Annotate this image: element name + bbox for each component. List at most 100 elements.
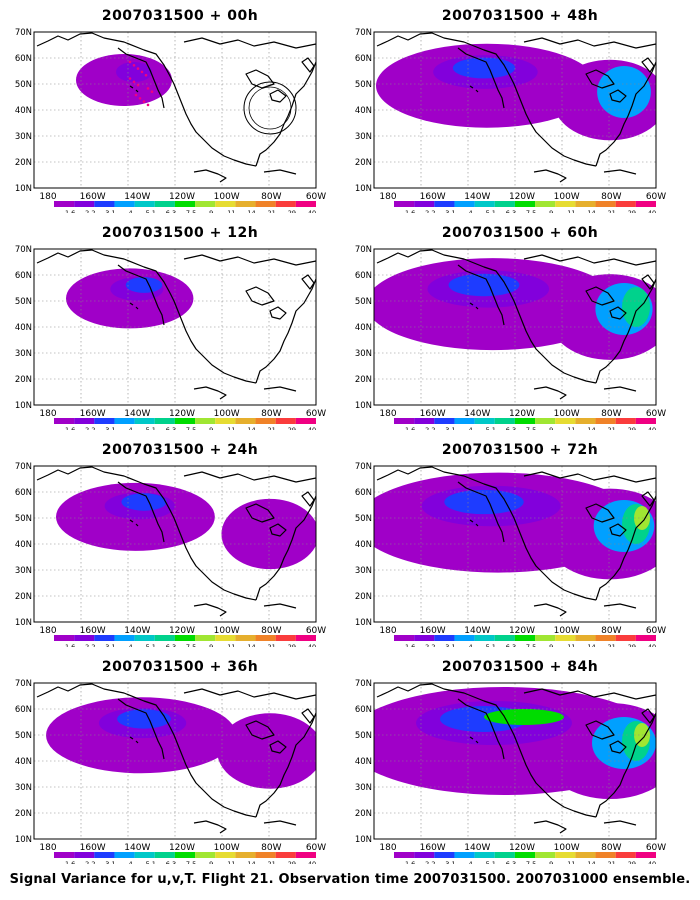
colorbar-label: 3.1 [105,426,115,430]
colorbar-swatch [615,635,636,641]
map-24h: 70N 60N 50N 40N 30N 20N 10N 180 160W 140W 120W 100W… [15,462,326,647]
map-plot: 70N 60N 50N 40N 30N 20N 10N 180 160W 140W 120W 100W… [15,245,326,430]
colorbar-swatch [575,201,596,207]
colorbar-swatch [74,635,95,641]
coastline [376,466,597,601]
lon-label: 80W [261,192,281,202]
colorbar-label: 2.2 [85,209,95,213]
lat-label: 40N [355,757,372,767]
colorbar-swatch [94,201,115,207]
lat-label: 70N [15,462,32,472]
colorbar-swatch [154,635,175,641]
colorbar-label: 1.6 [65,209,75,213]
coastline [609,740,627,754]
colorbar-label: 4 [129,209,133,213]
colorbar-swatch [114,635,135,641]
colorbar-label: 2.2 [85,426,95,430]
lat-label: 10N [15,618,32,628]
colorbar-label: 5.1 [486,643,496,647]
colorbar-swatch [514,852,536,858]
map-plot: 70N 60N 50N 40N 30N 20N 10N 180 160W 140W 120W 100W… [355,679,666,864]
coastline [457,47,505,109]
map-60h: 70N 60N 50N 40N 30N 20N 10N 180 160W 140W 120W 100W… [355,245,666,430]
coastline [523,37,657,49]
colorbar-label: 21 [608,209,616,213]
coastline [376,683,597,818]
lon-label: 80W [261,626,281,636]
observation-dot [138,97,142,100]
panel-title: 2007031500 + 48h [441,8,599,24]
colorbar-label: 21 [268,209,276,213]
coastline [255,712,317,818]
lon-label: 160W [80,843,106,853]
colorbar-label: 7.5 [186,426,196,430]
lat-label: 20N [355,375,372,385]
coastline [263,820,297,826]
coastline [603,169,637,175]
variance-shade [125,277,163,293]
map-48h: 70N 60N 50N 40N 30N 20N 10N 180 160W 140W 120W 100W… [355,28,666,213]
colorbar-swatch [154,201,175,207]
coastline [245,720,275,740]
lon-label: 80W [261,409,281,419]
coastline [595,495,657,601]
lat-label: 70N [15,679,32,689]
variance-shade [484,709,564,725]
observation-dot [134,93,138,97]
colorbar-label: 11 [567,426,575,430]
coastline [269,523,287,537]
lon-label: 180 [39,843,56,853]
colorbar-swatch [275,635,296,641]
colorbar-label: 3.1 [445,860,455,864]
colorbar-swatch [394,418,415,424]
lat-label: 40N [355,323,372,333]
colorbar-swatch [174,418,196,424]
colorbar-label: 11 [567,643,575,647]
lat-label: 50N [15,297,32,307]
lon-label: 60W [306,192,326,202]
lat-label: 20N [355,809,372,819]
lat-label: 10N [15,401,32,411]
lat-label: 50N [355,80,372,90]
colorbar-label: 40 [648,860,656,864]
lat-label: 30N [355,132,372,142]
lon-label: 100W [214,192,240,202]
colorbar-swatch [74,201,95,207]
coastline [609,306,627,320]
observation-dot [146,87,150,90]
colorbar-swatch [74,418,95,424]
map-plot: 70N 60N 50N 40N 30N 20N 10N 180 160W 140W 120W 100W… [355,245,666,430]
colorbar-swatch [414,852,435,858]
lat-label: 60N [355,705,372,715]
lon-label: 60W [306,409,326,419]
lat-label: 40N [15,106,32,116]
colorbar-swatch [54,635,75,641]
colorbar-swatch [535,852,556,858]
coastline [457,698,505,760]
colorbar-swatch [195,201,216,207]
colorbar-label: 3.1 [105,643,115,647]
lat-label: 50N [355,514,372,524]
colorbar-swatch [235,418,256,424]
colorbar-swatch [555,201,576,207]
lat-label: 20N [355,158,372,168]
coastline [269,89,287,103]
colorbar-label: 1.6 [405,209,415,213]
colorbar-label: 40 [308,643,316,647]
lon-label: 120W [509,626,535,636]
colorbar-swatch [94,852,115,858]
observation-dot [142,100,146,103]
coastline [585,286,615,306]
lat-label: 50N [355,731,372,741]
colorbar-label: 4 [469,426,473,430]
colorbar-label: 11 [227,209,235,213]
colorbar-label: 9 [549,426,553,430]
colorbar-swatch [474,201,495,207]
colorbar-label: 5.1 [486,860,496,864]
colorbar-swatch [434,635,455,641]
coastline [533,169,567,183]
variance-field [374,687,656,799]
coastline [533,603,567,617]
lat-label: 40N [355,106,372,116]
lat-label: 60N [15,271,32,281]
